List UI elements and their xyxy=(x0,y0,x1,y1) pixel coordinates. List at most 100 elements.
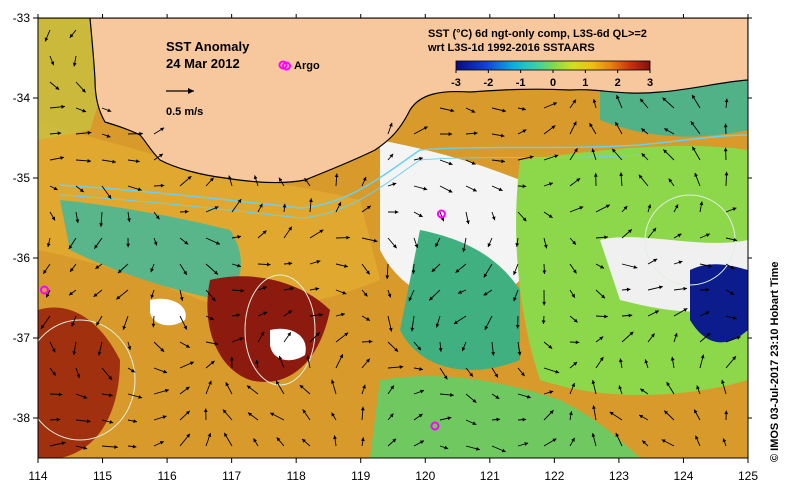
velocity-arrow xyxy=(621,229,633,239)
lon-tick-label: 119 xyxy=(351,469,370,483)
velocity-arrow xyxy=(621,205,628,213)
velocity-arrow xyxy=(595,235,609,240)
velocity-arrow xyxy=(387,289,392,298)
velocity-arrow xyxy=(435,237,441,248)
velocity-arrow xyxy=(304,177,311,187)
velocity-arrow xyxy=(639,98,649,109)
velocity-arrow xyxy=(640,128,649,135)
velocity-arrow xyxy=(647,285,663,291)
velocity-arrow xyxy=(153,127,165,135)
velocity-arrow xyxy=(127,393,143,399)
colorbar-tick-label: 2 xyxy=(615,77,621,89)
velocity-arrow xyxy=(541,315,546,325)
velocity-arrow xyxy=(179,386,190,395)
velocity-arrow xyxy=(621,287,631,292)
velocity-arrow xyxy=(309,229,324,239)
velocity-arrow xyxy=(231,263,242,268)
gap-west xyxy=(150,298,186,326)
velocity-arrow xyxy=(513,263,519,276)
velocity-arrow xyxy=(335,201,342,213)
velocity-arrow xyxy=(75,185,85,193)
velocity-arrow xyxy=(150,263,155,273)
velocity-arrow xyxy=(569,121,577,135)
velocity-arrow xyxy=(663,410,675,421)
argo-legend: Argo xyxy=(278,60,320,72)
velocity-arrow xyxy=(49,367,57,376)
velocity-arrow xyxy=(491,185,503,192)
map-frame xyxy=(37,17,749,459)
velocity-arrow xyxy=(222,409,233,421)
velocity-arrow xyxy=(99,211,104,227)
velocity-arrow xyxy=(49,131,62,136)
velocity-arrow xyxy=(413,367,424,371)
velocity-arrow xyxy=(638,174,649,187)
velocity-arrow xyxy=(461,341,467,352)
velocity-arrow xyxy=(229,356,234,369)
velocity-arrow xyxy=(45,289,51,298)
velocity-arrow xyxy=(101,367,113,381)
velocity-arrow xyxy=(253,438,259,447)
green-south xyxy=(370,376,640,458)
velocity-arrow xyxy=(641,440,649,447)
velocity-arrow xyxy=(465,107,476,113)
velocity-arrow xyxy=(75,159,92,163)
velocity-arrow xyxy=(663,128,675,135)
velocity-arrow xyxy=(361,263,370,275)
velocity-arrow xyxy=(101,133,111,138)
cool-patch-central xyxy=(400,230,520,370)
lat-tick-label: -33 xyxy=(13,11,31,25)
velocity-arrow xyxy=(335,353,344,369)
velocity-arrow xyxy=(49,417,61,422)
velocity-arrow xyxy=(278,177,285,187)
velocity-arrow xyxy=(93,289,103,298)
velocity-arrow xyxy=(231,288,245,293)
velocity-arrow xyxy=(205,341,219,346)
velocity-arrow xyxy=(49,156,65,161)
velocity-arrow xyxy=(483,289,493,296)
velocity-arrow xyxy=(253,175,259,187)
colorbar: -3 -2 -1 0 1 2 3 xyxy=(451,60,653,89)
velocity-arrow xyxy=(662,149,675,161)
velocity-arrow xyxy=(517,393,531,399)
cool-patch-west xyxy=(60,200,241,300)
velocity-arrow xyxy=(699,354,705,369)
lon-tick-label: 117 xyxy=(222,469,241,483)
velocity-arrow xyxy=(699,233,711,239)
velocity-arrow xyxy=(49,104,65,109)
velocity-arrow xyxy=(543,154,559,161)
velocity-arrow xyxy=(309,332,321,343)
velocity-arrow xyxy=(699,311,710,317)
velocity-arrow xyxy=(691,94,701,109)
velocity-arrow xyxy=(439,107,455,113)
velocity-arrow xyxy=(592,405,597,421)
velocity-arrow xyxy=(595,336,604,343)
longitude-axis: 114 115 116 117 118 119 120 121 122 123 124 125 xyxy=(28,14,758,483)
velocity-arrow xyxy=(666,381,675,395)
velocity-arrow xyxy=(439,159,453,166)
velocity-arrow xyxy=(75,367,81,379)
velocity-arrow xyxy=(309,260,321,265)
velocity-arrow xyxy=(205,380,212,395)
velocity-arrow xyxy=(275,380,285,395)
velocity-arrow xyxy=(228,175,233,187)
velocity-arrow xyxy=(387,365,404,369)
velocity-arrow xyxy=(179,289,184,301)
lat-tick-label: -35 xyxy=(13,171,31,185)
velocity-arrow xyxy=(127,419,138,423)
velocity-arrow xyxy=(387,122,393,135)
velocity-arrow xyxy=(462,237,467,253)
velocity-arrow xyxy=(491,341,496,356)
velocity-arrow xyxy=(127,367,136,373)
product-line-2: wrt L3S-1d 1992-2016 SSTAARS xyxy=(427,42,595,54)
velocity-arrow xyxy=(543,367,560,374)
velocity-arrow xyxy=(699,332,711,343)
velocity-arrow xyxy=(361,176,367,187)
velocity-arrow xyxy=(699,201,704,213)
velocity-scale: 0.5 m/s xyxy=(166,88,203,118)
velocity-arrow xyxy=(387,413,394,421)
lon-tick-label: 123 xyxy=(609,469,629,483)
lon-tick-label: 121 xyxy=(480,469,500,483)
velocity-arrow xyxy=(101,393,113,398)
velocity-arrow xyxy=(223,432,233,447)
colorbar-tick-label: -1 xyxy=(516,77,526,89)
